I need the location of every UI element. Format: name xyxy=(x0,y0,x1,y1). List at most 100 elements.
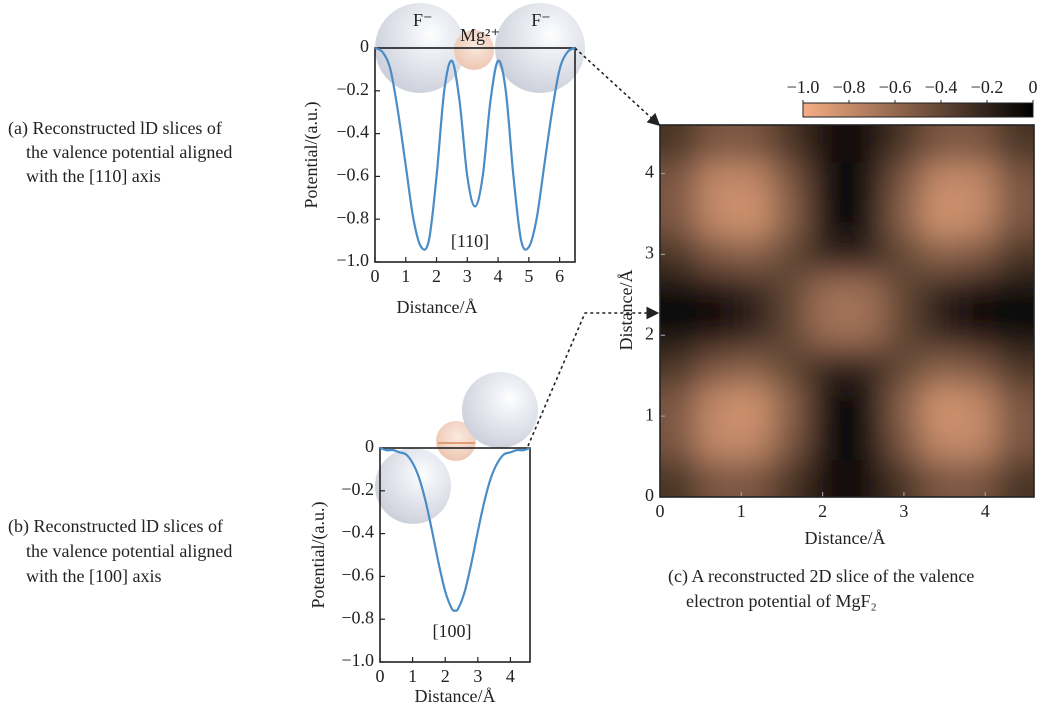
heatmap-cell xyxy=(996,161,1034,200)
y-tick-label: −0.8 xyxy=(341,607,374,627)
y-axis-label: Potential/(a.u.) xyxy=(308,502,329,609)
caption: the valence potential aligned xyxy=(26,541,232,561)
heatmap-cell xyxy=(696,310,736,349)
heatmap-cell xyxy=(696,384,736,424)
heatmap-cell xyxy=(958,198,998,238)
heatmap-cell xyxy=(883,198,923,238)
colorbar-tick-label: −0.2 xyxy=(971,77,1004,97)
caption: (b) Reconstructed lD slices of xyxy=(8,516,223,537)
heatmap-cell xyxy=(809,125,848,163)
x-axis-label: Distance/Å xyxy=(805,528,886,548)
x-tick-label: 4 xyxy=(506,666,515,686)
heatmap-cell xyxy=(846,125,885,163)
heatmap-cell xyxy=(958,459,998,497)
heatmap-cell xyxy=(921,161,960,200)
y-tick-label: −0.8 xyxy=(336,207,369,227)
y-tick-label: 1 xyxy=(645,404,654,424)
heatmap-cell xyxy=(996,310,1034,349)
heatmap-cell xyxy=(809,422,848,461)
heatmap-cell xyxy=(809,198,848,238)
heatmap-cell xyxy=(771,347,811,386)
heatmap-cell xyxy=(958,161,998,200)
heatmap-cell xyxy=(996,125,1034,163)
heatmap-cell xyxy=(771,310,811,349)
heatmap-cell xyxy=(696,236,736,275)
x-tick-label: 0 xyxy=(371,266,380,286)
connector-arrow xyxy=(574,47,661,127)
heatmap-cell xyxy=(846,347,885,386)
plot-frame xyxy=(659,124,1035,498)
heatmap-cell xyxy=(921,198,960,238)
heatmap-cell xyxy=(660,422,698,461)
plot-frame xyxy=(374,47,576,263)
heatmap-cell xyxy=(696,161,736,200)
heatmap-cell xyxy=(809,161,848,200)
heatmap-cell xyxy=(734,459,773,497)
x-tick-label: 3 xyxy=(899,501,908,521)
annotation: [110] xyxy=(451,231,489,251)
heatmap-cell xyxy=(660,161,698,200)
heatmap-cell xyxy=(958,273,998,312)
heatmap-cell xyxy=(846,422,885,461)
heatmap-cell xyxy=(771,273,811,312)
caption: electron potential of MgF₂ xyxy=(686,591,877,611)
x-axis-label: Distance/Å xyxy=(415,686,496,706)
heatmap-cell xyxy=(921,310,960,349)
potential-curve xyxy=(379,446,531,612)
heatmap-cell xyxy=(921,236,960,275)
colorbar xyxy=(802,102,1034,118)
heatmap-cell xyxy=(921,384,960,424)
heatmap-cell xyxy=(809,384,848,424)
heatmap-cell xyxy=(734,198,773,238)
y-tick-label: 0 xyxy=(645,485,654,505)
y-tick-label: 3 xyxy=(645,243,654,263)
heatmap-cell xyxy=(883,161,923,200)
heatmap-cell xyxy=(883,310,923,349)
heatmap-cell xyxy=(809,273,848,312)
x-tick-label: 1 xyxy=(737,501,746,521)
y-axis-label: Potential/(a.u.) xyxy=(301,102,322,209)
heatmap-cell xyxy=(734,310,773,349)
heatmap-cell xyxy=(771,125,811,163)
annotation: F⁻ xyxy=(531,10,551,30)
heatmap-cell xyxy=(921,347,960,386)
connector-arrow xyxy=(527,306,660,447)
heatmap-cell xyxy=(846,310,885,349)
heatmap-cell xyxy=(996,384,1034,424)
x-tick-label: 0 xyxy=(376,666,385,686)
heatmap-clip xyxy=(660,125,1034,497)
heatmap-cell xyxy=(660,347,698,386)
y-tick-label: −0.4 xyxy=(341,522,374,542)
heatmap-cell xyxy=(660,198,698,238)
heatmap-cell xyxy=(734,347,773,386)
heatmap-cell xyxy=(921,459,960,497)
heatmap-cell xyxy=(996,236,1034,275)
heatmap-cell xyxy=(996,422,1034,461)
x-tick-label: 1 xyxy=(408,666,417,686)
heatmap-cell xyxy=(958,347,998,386)
caption: the valence potential aligned xyxy=(26,142,232,162)
heatmap-cell xyxy=(734,384,773,424)
caption: (c) A reconstructed 2D slice of the vale… xyxy=(668,566,974,587)
potential-curve xyxy=(374,46,576,251)
caption: (a) Reconstructed lD slices of xyxy=(8,118,222,139)
heatmap-cell xyxy=(734,161,773,200)
heatmap-cell xyxy=(996,273,1034,312)
colorbar-tick-label: −0.4 xyxy=(925,77,958,97)
heatmap-cell xyxy=(660,125,698,163)
heatmap-cell xyxy=(883,422,923,461)
heatmap-cell xyxy=(660,273,698,312)
y-tick-label: −0.6 xyxy=(341,565,374,585)
x-tick-label: 2 xyxy=(441,666,450,686)
heatmap-cell xyxy=(809,347,848,386)
heatmap-cell xyxy=(660,384,698,424)
y-tick-label: 0 xyxy=(360,36,369,56)
x-tick-label: 0 xyxy=(656,501,665,521)
x-tick-label: 3 xyxy=(473,666,482,686)
y-tick-label: −1.0 xyxy=(341,650,374,670)
x-tick-label: 2 xyxy=(818,501,827,521)
heatmap-cell xyxy=(958,125,998,163)
x-tick-label: 4 xyxy=(494,266,503,286)
heatmap-cell xyxy=(771,236,811,275)
